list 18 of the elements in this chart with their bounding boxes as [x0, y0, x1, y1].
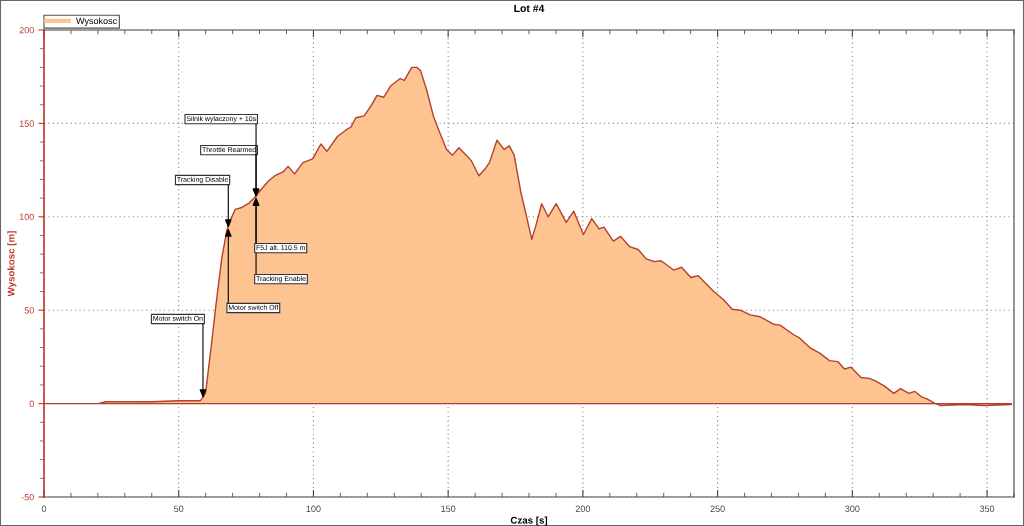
chart-title: Lot #4 [514, 4, 545, 13]
y-tick-label: 100 [19, 213, 34, 221]
x-tick-label: 100 [306, 505, 321, 512]
x-tick-label: 300 [845, 505, 860, 512]
y-tick-label: 50 [24, 307, 34, 314]
x-axis-title: Czas [s] [510, 516, 548, 526]
y-tick-label: 200 [19, 26, 34, 34]
y-axis-title: Wysokosc [m] [7, 231, 17, 297]
y-tick-label: 0 [29, 400, 34, 407]
x-tick-label: 150 [441, 505, 456, 512]
legend-label: Wysokosc [76, 17, 117, 26]
y-tick-label: 150 [19, 120, 34, 127]
x-tick-label: 0 [41, 505, 47, 512]
y-tick-label: -50 [21, 493, 34, 501]
x-tick-label: 200 [575, 505, 591, 512]
x-tick-label: 50 [174, 505, 184, 512]
x-tick-label: 250 [710, 505, 725, 512]
x-tick-label: 350 [979, 505, 995, 512]
